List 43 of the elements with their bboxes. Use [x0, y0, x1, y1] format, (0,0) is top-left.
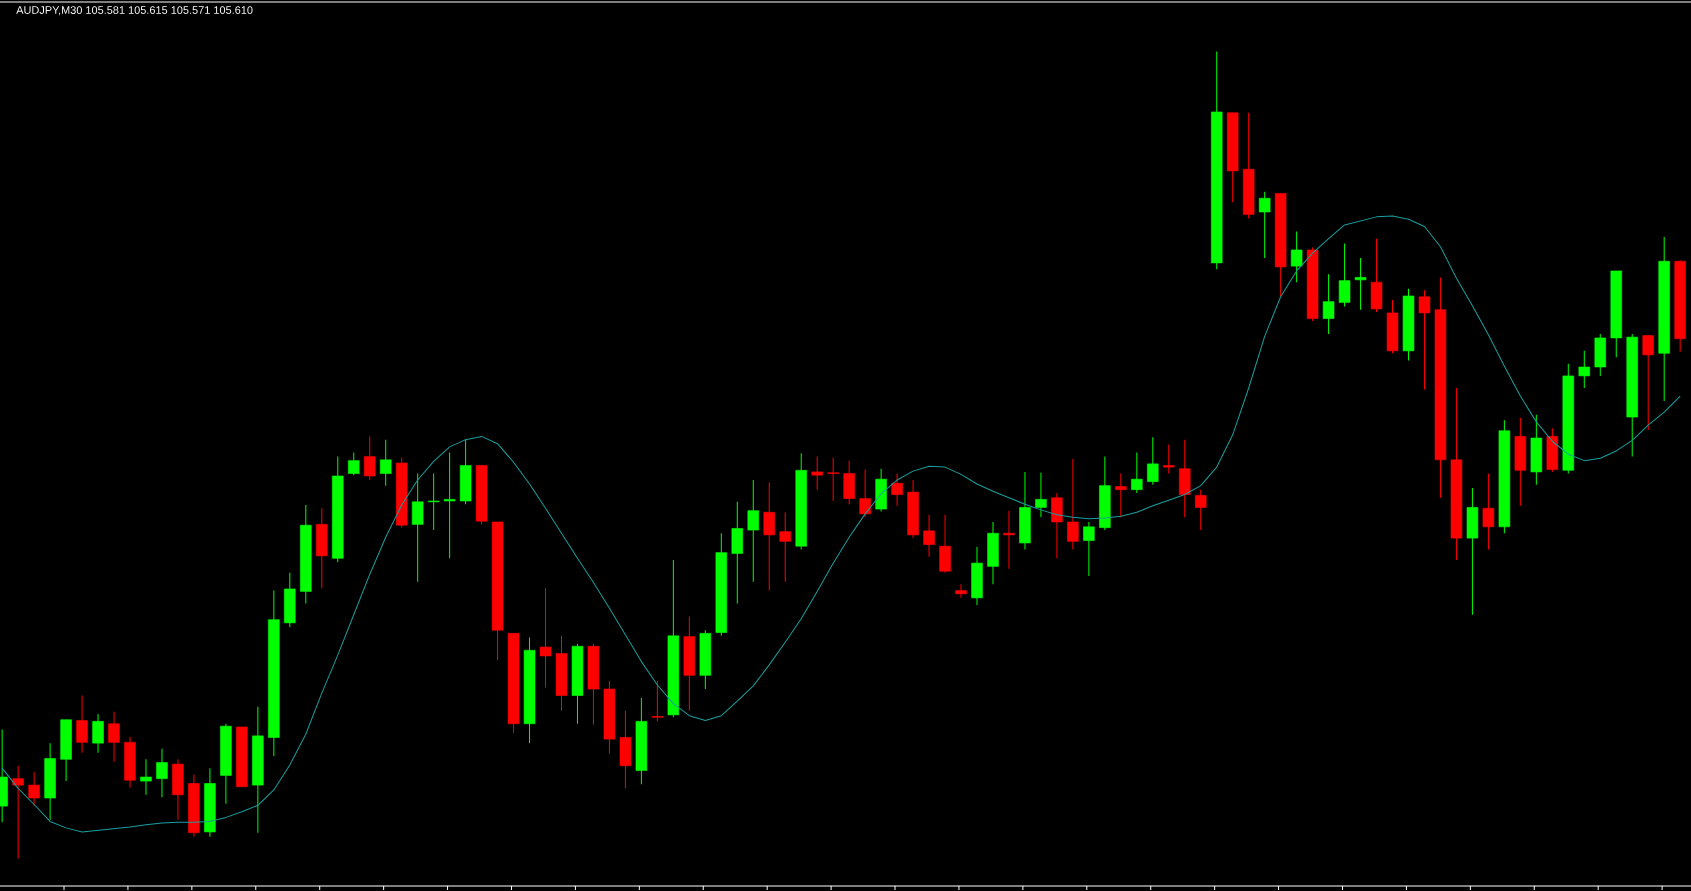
candlestick: [923, 514, 935, 558]
candlestick: [1003, 510, 1015, 570]
candlestick: [1290, 230, 1303, 283]
candlestick: [28, 771, 40, 807]
candlestick: [651, 680, 664, 722]
candlestick: [827, 456, 839, 502]
candlestick: [1067, 458, 1079, 550]
candlestick: [12, 765, 24, 860]
candlestick: [891, 473, 903, 507]
candlestick: [955, 583, 967, 599]
candlestick: [92, 713, 104, 754]
candlestick: [779, 511, 791, 583]
candlestick: [1163, 443, 1175, 475]
candlestick: [539, 587, 552, 688]
candlestick: [1131, 452, 1143, 494]
candlestick: [1258, 191, 1271, 259]
candlestick: [1482, 473, 1495, 550]
candlestick: [348, 452, 360, 476]
candlestick: [1578, 350, 1591, 389]
candlestick: [411, 473, 424, 583]
candlestick: [1338, 243, 1351, 307]
candlestick: [1195, 489, 1207, 531]
candlestick: [1322, 273, 1335, 335]
candlestick: [443, 452, 456, 559]
candlestick: [76, 695, 88, 754]
candlestick: [859, 469, 871, 518]
candlestick: [1035, 472, 1047, 518]
candlestick: [1115, 473, 1127, 518]
candlestick: [1642, 335, 1654, 431]
candlestick: [156, 748, 168, 798]
candlestick: [427, 473, 440, 531]
candlestick: [811, 456, 823, 491]
candlestick: [1147, 436, 1159, 486]
candlestick: [1418, 289, 1431, 391]
chart-title: AUDJPY,M30 105.581 105.615 105.571 105.610: [16, 6, 253, 16]
candlestick: [1354, 257, 1367, 311]
candlestick: [140, 758, 152, 796]
candlestick: [763, 481, 775, 592]
candlestick: [747, 479, 759, 583]
candlestick: [379, 439, 392, 487]
candlestick: [1083, 521, 1095, 577]
candlestick: [363, 435, 376, 481]
candlestick: [108, 711, 120, 763]
